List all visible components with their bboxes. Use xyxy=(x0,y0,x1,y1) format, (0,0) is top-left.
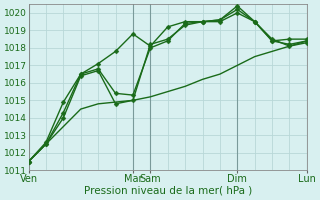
X-axis label: Pression niveau de la mer( hPa ): Pression niveau de la mer( hPa ) xyxy=(84,186,252,196)
